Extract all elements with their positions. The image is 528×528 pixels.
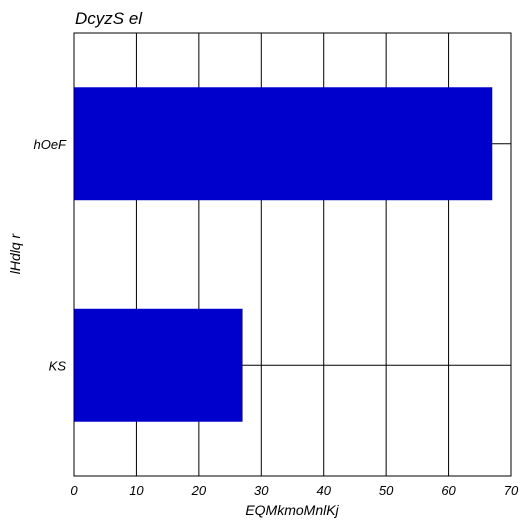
x-tick-label: 10 <box>129 483 144 498</box>
x-tick-label: 0 <box>70 483 78 498</box>
x-tick-label: 50 <box>379 483 394 498</box>
x-tick-label: 30 <box>254 483 269 498</box>
x-tick-label: 40 <box>316 483 331 498</box>
x-axis-label: EQMkmoMnlKj <box>245 502 339 518</box>
bars <box>74 87 493 422</box>
chart-title: DcyzS el <box>75 9 143 28</box>
x-tick-label: 60 <box>441 483 456 498</box>
bar <box>74 87 493 201</box>
y-tick-label: KS <box>49 358 67 373</box>
plot-frame <box>73 32 512 477</box>
bar <box>74 308 243 422</box>
x-tick-label: 70 <box>504 483 519 498</box>
y-axis-label: lHdlq r <box>7 232 23 274</box>
x-tick-label: 20 <box>191 483 207 498</box>
tick-labels: 0 10 20 30 40 50 60 70 hOeF KS <box>33 137 519 498</box>
y-tick-label: hOeF <box>33 137 67 152</box>
